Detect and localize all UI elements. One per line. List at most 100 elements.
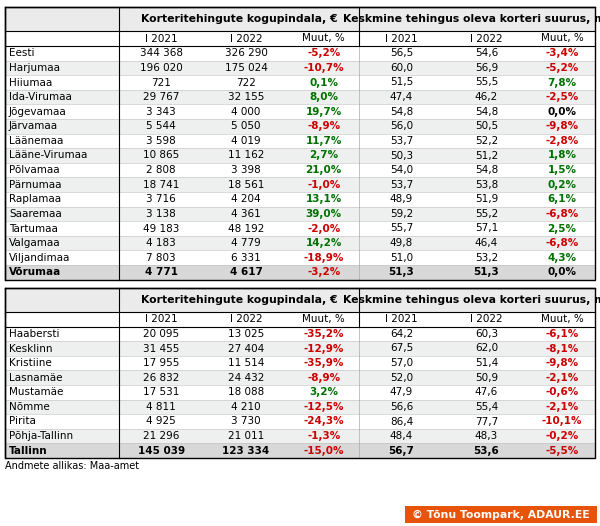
Text: Andmete allikas: Maa-amet: Andmete allikas: Maa-amet — [5, 461, 139, 471]
Bar — [5, 60, 595, 75]
Text: 48,9: 48,9 — [390, 194, 413, 204]
Text: 4 210: 4 210 — [231, 402, 261, 412]
Text: 24 432: 24 432 — [228, 373, 264, 383]
Text: 21,0%: 21,0% — [305, 165, 342, 175]
Bar — [5, 46, 595, 60]
Text: 56,5: 56,5 — [390, 48, 413, 58]
Text: 11 162: 11 162 — [228, 150, 264, 160]
Text: 48 192: 48 192 — [228, 224, 264, 234]
Text: Eesti: Eesti — [9, 48, 35, 58]
Text: -2,1%: -2,1% — [545, 402, 578, 412]
Text: -1,0%: -1,0% — [307, 180, 340, 190]
Text: Tallinn: Tallinn — [9, 446, 47, 456]
Text: 51,5: 51,5 — [390, 77, 413, 87]
Text: -5,5%: -5,5% — [545, 446, 578, 456]
Bar — [5, 75, 595, 90]
Text: 54,0: 54,0 — [390, 165, 413, 175]
Text: 3 716: 3 716 — [146, 194, 176, 204]
Text: I 2022: I 2022 — [470, 34, 503, 44]
Text: 50,3: 50,3 — [390, 150, 413, 160]
Text: -3,4%: -3,4% — [545, 48, 578, 58]
Text: -8,9%: -8,9% — [307, 373, 340, 383]
Text: Tartumaa: Tartumaa — [9, 224, 58, 234]
Bar — [5, 311, 595, 327]
Text: -6,8%: -6,8% — [545, 238, 578, 248]
Text: 47,4: 47,4 — [390, 92, 413, 102]
Text: 4 204: 4 204 — [231, 194, 261, 204]
Text: Korteritehingute kogupindala, €: Korteritehingute kogupindala, € — [140, 295, 337, 305]
Text: Pärnumaa: Pärnumaa — [9, 180, 62, 190]
Text: Lääne-Virumaa: Lääne-Virumaa — [9, 150, 88, 160]
Text: 52,2: 52,2 — [475, 136, 498, 146]
Text: 55,7: 55,7 — [390, 224, 413, 234]
Text: -0,2%: -0,2% — [545, 431, 578, 441]
Text: 57,0: 57,0 — [390, 358, 413, 368]
Text: 18 561: 18 561 — [228, 180, 264, 190]
Text: Raplamaa: Raplamaa — [9, 194, 61, 204]
Text: 60,0: 60,0 — [390, 63, 413, 73]
Text: 17 531: 17 531 — [143, 387, 179, 397]
Text: 145 039: 145 039 — [137, 446, 185, 456]
Text: Ida-Virumaa: Ida-Virumaa — [9, 92, 72, 102]
Text: 722: 722 — [236, 77, 256, 87]
Text: 13 025: 13 025 — [228, 329, 264, 339]
Bar — [5, 341, 595, 356]
Text: Hiiumaa: Hiiumaa — [9, 77, 52, 87]
Bar — [5, 177, 595, 192]
Text: 175 024: 175 024 — [224, 63, 268, 73]
Bar — [5, 104, 595, 119]
Text: 52,0: 52,0 — [390, 373, 413, 383]
Bar — [5, 221, 595, 236]
Bar — [5, 90, 595, 104]
Text: 4 019: 4 019 — [231, 136, 261, 146]
Text: 4 925: 4 925 — [146, 417, 176, 427]
Text: -6,1%: -6,1% — [545, 329, 578, 339]
Text: -2,1%: -2,1% — [545, 373, 578, 383]
Text: 4 000: 4 000 — [232, 107, 261, 117]
Text: 39,0%: 39,0% — [305, 209, 342, 219]
Text: 11,7%: 11,7% — [305, 136, 342, 146]
Text: 53,7: 53,7 — [390, 136, 413, 146]
Text: -35,9%: -35,9% — [304, 358, 344, 368]
Text: 56,9: 56,9 — [475, 63, 498, 73]
Text: 6,1%: 6,1% — [547, 194, 577, 204]
Text: 56,0: 56,0 — [390, 122, 413, 132]
Text: Põhja-Tallinn: Põhja-Tallinn — [9, 431, 73, 441]
Text: 19,7%: 19,7% — [305, 107, 342, 117]
Bar — [5, 400, 595, 414]
Text: -1,3%: -1,3% — [307, 431, 340, 441]
Text: Nõmme: Nõmme — [9, 402, 50, 412]
Text: Viljandimaa: Viljandimaa — [9, 252, 70, 262]
Text: 123 334: 123 334 — [223, 446, 269, 456]
Text: 7 803: 7 803 — [146, 252, 176, 262]
Bar — [5, 119, 595, 134]
Text: 56,6: 56,6 — [390, 402, 413, 412]
Text: 18 088: 18 088 — [228, 387, 264, 397]
Text: 3 730: 3 730 — [231, 417, 261, 427]
Text: 51,0: 51,0 — [390, 252, 413, 262]
Text: -18,9%: -18,9% — [304, 252, 344, 262]
Text: 31 455: 31 455 — [143, 343, 179, 353]
Text: -6,8%: -6,8% — [545, 209, 578, 219]
Text: 55,2: 55,2 — [475, 209, 498, 219]
Text: 54,6: 54,6 — [475, 48, 498, 58]
Text: -15,0%: -15,0% — [304, 446, 344, 456]
Text: Kesklinn: Kesklinn — [9, 343, 53, 353]
Bar — [5, 148, 595, 163]
Text: 49 183: 49 183 — [143, 224, 179, 234]
Text: 1,5%: 1,5% — [547, 165, 577, 175]
Bar — [5, 327, 595, 341]
Text: Mustamäe: Mustamäe — [9, 387, 64, 397]
Text: 2,7%: 2,7% — [309, 150, 338, 160]
Text: 46,2: 46,2 — [475, 92, 498, 102]
Bar — [5, 134, 595, 148]
Text: 0,2%: 0,2% — [547, 180, 577, 190]
Text: 51,4: 51,4 — [475, 358, 498, 368]
Text: Lasnamäe: Lasnamäe — [9, 373, 62, 383]
Text: -2,0%: -2,0% — [307, 224, 340, 234]
Text: 11 514: 11 514 — [228, 358, 264, 368]
Text: 3 138: 3 138 — [146, 209, 176, 219]
Text: 326 290: 326 290 — [224, 48, 268, 58]
Text: 50,9: 50,9 — [475, 373, 498, 383]
Text: 7,8%: 7,8% — [547, 77, 577, 87]
